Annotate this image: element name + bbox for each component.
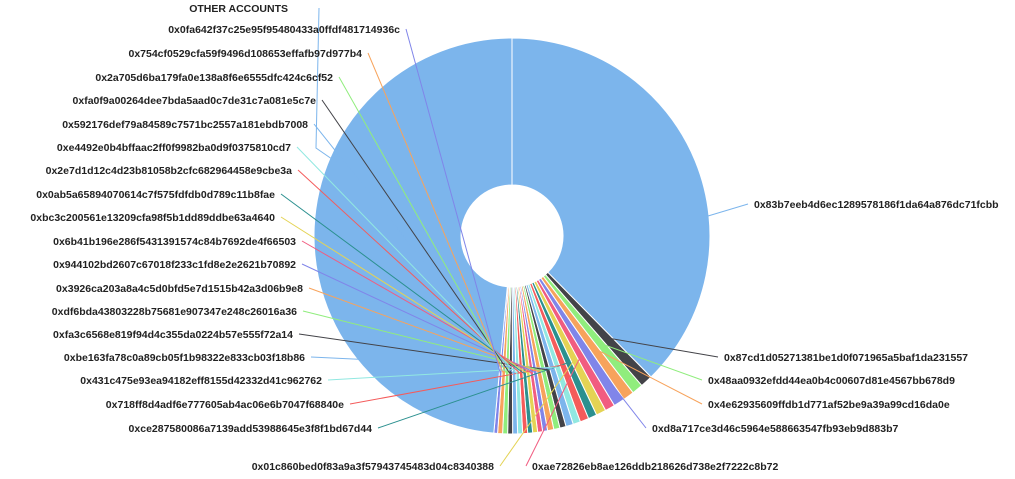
label-0x2e7d1d12c4d23b81058b2cfc682964458e9cbe3a: 0x2e7d1d12c4d23b81058b2cfc682964458e9cbe… <box>46 165 293 177</box>
connector-0x2a705d6ba179fa0e138a8f6e6555dfc424c6cf52 <box>338 76 508 375</box>
connector-0x592176def79a84589c7571bc2557a181ebdb7008 <box>313 123 515 375</box>
label-0xfa3c6568e819f94d4c355da0224b57e555f72a14: 0xfa3c6568e819f94d4c355da0224b57e555f72a… <box>53 329 293 341</box>
label-0x87cd1d05271381be1d0f071965a5baf1da231557: 0x87cd1d05271381be1d0f071965a5baf1da2315… <box>724 352 968 364</box>
label-0x0fa642f37c25e95f95480433a0ffdf481714936c: 0x0fa642f37c25e95f95480433a0ffdf48171493… <box>168 24 400 36</box>
label-0x754cf0529cfa59f9496d108653effafb97d977b4: 0x754cf0529cfa59f9496d108653effafb97d977… <box>128 48 362 60</box>
connector-0x87cd1d05271381be1d0f071965a5baf1da231557 <box>606 337 719 358</box>
label-0xae72826eb8ae126ddb218626d738e2f7222c8b72: 0xae72826eb8ae126ddb218626d738e2f7222c8b… <box>532 461 779 473</box>
connector-0x754cf0529cfa59f9496d108653effafb97d977b4 <box>367 52 505 375</box>
connector-0xce287580086a7139add53988645e3f8f1bd67d44 <box>377 362 569 429</box>
label-0xe4492e0b4bffaac2ff0f9982ba0d9f0375810cd7: 0xe4492e0b4bffaac2ff0f9982ba0d9f0375810c… <box>57 142 291 154</box>
label-0x0ab5a65894070614c7f575fdfdb0d789c11b8fae: 0x0ab5a65894070614c7f575fdfdb0d789c11b8f… <box>36 189 275 201</box>
connector-0xae72826eb8ae126ddb218626d738e2f7222c8b72 <box>525 356 582 467</box>
label-other-accounts: OTHER ACCOUNTS <box>189 3 288 15</box>
connector-other-accounts <box>315 7 343 167</box>
connector-0x83b7eeb4d6ec1289578186f1da64a876dc71fcbb <box>707 203 749 217</box>
label-0xbe163fa78c0a89cb05f1b98322e833cb03f18b86: 0xbe163fa78c0a89cb05f1b98322e833cb03f18b… <box>64 352 305 364</box>
connector-0x718ff8d4adf6e777605ab4ac06e6b7047f68840e <box>349 364 563 405</box>
label-0x83b7eeb4d6ec1289578186f1da64a876dc71fcbb: 0x83b7eeb4d6ec1289578186f1da64a876dc71fc… <box>754 199 999 211</box>
connector-0x0fa642f37c25e95f95480433a0ffdf481714936c <box>405 28 502 375</box>
connector-0xbe163fa78c0a89cb05f1b98322e833cb03f18b86 <box>310 356 553 370</box>
connector-0xe4492e0b4bffaac2ff0f9982ba0d9f0375810cd7 <box>296 146 519 375</box>
connector-0xd8a717ce3d46c5964e588663547fb93eb9d883b7 <box>586 352 647 429</box>
label-0xfa0f9a00264dee7bda5aad0c7de31c7a081e5c7e: 0xfa0f9a00264dee7bda5aad0c7de31c7a081e5c… <box>73 95 317 107</box>
connector-0x0ab5a65894070614c7f575fdfdb0d789c11b8fae <box>280 193 526 375</box>
label-0x3926ca203a8a4c5d0bfd5e7d1515b42a3d06b9e8: 0x3926ca203a8a4c5d0bfd5e7d1515b42a3d06b9… <box>56 283 303 295</box>
label-0xd8a717ce3d46c5964e588663547fb93eb9d883b7: 0xd8a717ce3d46c5964e588663547fb93eb9d883… <box>652 423 899 435</box>
label-0x6b41b196e286f5431391574c84b7692de4f66503: 0x6b41b196e286f5431391574c84b7692de4f665… <box>53 236 296 248</box>
label-0x944102bd2607c67018f233c1fd8e2e2621b70892: 0x944102bd2607c67018f233c1fd8e2e2621b708… <box>53 259 296 271</box>
connector-0x431c475e93ea94182eff8155d42332d41c962762 <box>327 366 558 381</box>
connector-0x4e62935609ffdb1d771af52be9a39a99cd16da0e <box>593 347 703 405</box>
label-0x718ff8d4adf6e777605ab4ac06e6b7047f68840e: 0x718ff8d4adf6e777605ab4ac06e6b7047f6884… <box>106 399 344 411</box>
connector-0xbc3c200561e13209cfa98f5b1dd89ddbe63a4640 <box>280 216 529 375</box>
label-0x431c475e93ea94182eff8155d42332d41c962762: 0x431c475e93ea94182eff8155d42332d41c9627… <box>80 375 322 387</box>
label-0x4e62935609ffdb1d771af52be9a39a99cd16da0e: 0x4e62935609ffdb1d771af52be9a39a99cd16da… <box>708 399 950 411</box>
connector-0xfa0f9a00264dee7bda5aad0c7de31c7a081e5c7e <box>321 99 512 375</box>
label-0x2a705d6ba179fa0e138a8f6e6555dfc424c6cf52: 0x2a705d6ba179fa0e138a8f6e6555dfc424c6cf… <box>95 72 333 84</box>
slice-labels: 0x83b7eeb4d6ec1289578186f1da64a876dc71fc… <box>30 3 998 473</box>
connector-0x01c860bed0f83a9a3f57943745483d04c8340388 <box>499 359 575 467</box>
connector-0x48aa0932efdd44ea0b4c00607d81e4567bb678d9 <box>599 342 703 381</box>
label-0x592176def79a84589c7571bc2557a181ebdb7008: 0x592176def79a84589c7571bc2557a181ebdb70… <box>62 119 308 131</box>
label-0x01c860bed0f83a9a3f57943745483d04c8340388: 0x01c860bed0f83a9a3f57943745483d04c83403… <box>252 461 494 473</box>
label-connectors <box>280 7 749 467</box>
donut-hole <box>461 185 563 287</box>
pie-slices <box>313 37 711 435</box>
label-0xbc3c200561e13209cfa98f5b1dd89ddbe63a4640: 0xbc3c200561e13209cfa98f5b1dd89ddbe63a46… <box>30 212 275 224</box>
label-0xce287580086a7139add53988645e3f8f1bd67d44: 0xce287580086a7139add53988645e3f8f1bd67d… <box>129 423 373 435</box>
label-0xdf6bda43803228b75681e907347e248c26016a36: 0xdf6bda43803228b75681e907347e248c26016a… <box>52 306 297 318</box>
label-0x48aa0932efdd44ea0b4c00607d81e4567bb678d9: 0x48aa0932efdd44ea0b4c00607d81e4567bb678… <box>708 375 955 387</box>
